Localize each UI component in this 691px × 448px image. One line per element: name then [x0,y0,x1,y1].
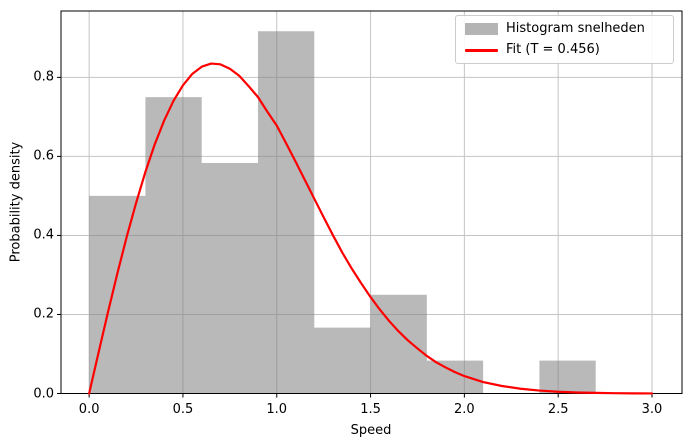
x-tick-label: 1.5 [360,402,381,417]
x-tick-label: 0.0 [78,402,100,417]
fit-line-sample [465,48,498,52]
x-tick-label: 3.0 [641,402,663,417]
y-tick-label: 0.2 [33,306,54,322]
x-tick-label: 2.0 [454,402,475,417]
x-axis-label: Speed [350,423,392,438]
x-tick-label: 0.5 [172,402,194,417]
legend-item-fit: Fit (T = 0.456) [465,43,664,57]
y-tick-label: 0.6 [33,148,54,164]
y-tick-label: 0.8 [33,69,54,85]
y-tick-label: 0.4 [33,227,54,243]
legend-label-histogram: Histogram snelheden [506,21,645,36]
plot-border [60,10,683,394]
legend-item-histogram: Histogram snelheden [465,22,664,36]
fit-curve [88,62,654,395]
histogram-series [89,31,652,394]
x-tick-label: 2.5 [547,402,569,417]
legend-label-fit: Fit (T = 0.456) [506,42,600,57]
x-tick-label: 1.0 [266,402,288,417]
legend: Histogram snelheden Fit (T = 0.456) [455,15,674,64]
histogram-swatch [465,23,498,35]
y-tick-label: 0.0 [33,386,54,401]
